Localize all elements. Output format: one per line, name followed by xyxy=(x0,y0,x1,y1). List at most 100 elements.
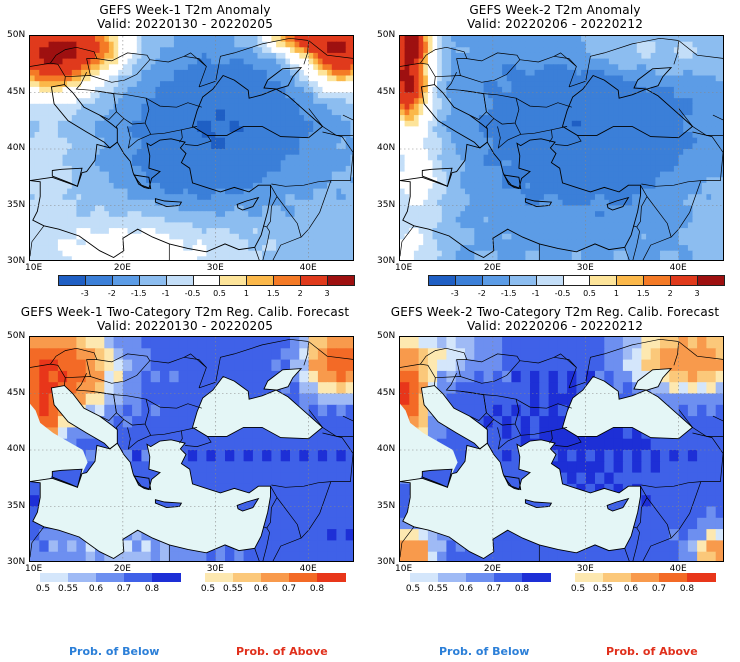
colorbar-tick-label: -1.5 xyxy=(500,289,517,298)
colorbar-tick-label: -1.5 xyxy=(130,289,147,298)
colorbar-swatch xyxy=(454,275,483,286)
anomaly-colorbar xyxy=(428,275,725,286)
colorbar-swatch xyxy=(261,573,290,582)
colorbar-swatch xyxy=(575,573,604,582)
colorbar-tick-label: 0.6 xyxy=(458,584,474,594)
prob-below-label: Prob. of Below xyxy=(69,645,160,658)
colorbar-swatch xyxy=(165,275,194,286)
field-layer xyxy=(400,36,723,260)
colorbar-swatch xyxy=(246,275,275,286)
colorbar-swatch xyxy=(327,275,355,286)
grid-layer xyxy=(30,36,353,260)
colorbar-tick-label: 0.6 xyxy=(623,584,639,594)
colorbar-tick-label: -0.5 xyxy=(554,289,571,298)
lat-tick-label: 35N xyxy=(377,199,396,210)
lat-tick-label: 30N xyxy=(7,256,26,266)
colorbar-swatch xyxy=(535,275,564,286)
colorbar-swatch xyxy=(68,573,97,582)
lat-tick-label: 45N xyxy=(7,387,26,398)
map-canvas xyxy=(30,337,353,561)
colorbar-swatch xyxy=(124,573,153,582)
lon-tick-label: 30E xyxy=(206,564,224,574)
lon-tick-label: 20E xyxy=(483,564,501,574)
colorbar-swatch xyxy=(219,275,248,286)
map-canvas xyxy=(400,36,723,260)
colorbar-swatch xyxy=(58,275,86,286)
colorbar-swatch xyxy=(410,573,439,582)
lat-tick-label: 50N xyxy=(7,30,26,40)
map-canvas xyxy=(400,337,723,561)
colorbar-swatch xyxy=(205,573,234,582)
colorbar-swatch xyxy=(192,275,221,286)
colorbar-tick-label: -2 xyxy=(477,289,486,298)
colorbar-swatch xyxy=(96,573,125,582)
panel-valid: Valid: 20220206 - 20220212 xyxy=(466,17,644,31)
colorbar-tick-label: 0.5 xyxy=(213,289,226,298)
field-layer xyxy=(30,36,353,260)
lon-tick-label: 30E xyxy=(576,564,594,574)
lat-tick-label: 45N xyxy=(377,86,396,97)
panel-valid: Valid: 20220206 - 20220212 xyxy=(466,319,644,333)
map-week1-probability xyxy=(29,336,354,562)
colorbar-swatch xyxy=(508,275,537,286)
lat-tick-label: 50N xyxy=(7,331,26,341)
lat-tick-label: 50N xyxy=(377,331,396,341)
colorbar-tick-label: 0.55 xyxy=(427,584,449,594)
panel-title: GEFS Week-1 Two-Category T2m Reg. Calib.… xyxy=(20,305,350,319)
lat-tick-label: 45N xyxy=(377,387,396,398)
colorbar-tick-label: 0.6 xyxy=(253,584,269,594)
panel-week1-probability: GEFS Week-1 Two-Category T2m Reg. Calib.… xyxy=(0,300,370,662)
colorbar-swatch xyxy=(40,573,69,582)
panel-week2-probability: GEFS Week-2 Two-Category T2m Reg. Calib.… xyxy=(370,300,740,662)
grid-layer xyxy=(400,337,723,561)
prob-below-label: Prob. of Below xyxy=(439,645,530,658)
map-week1-anomaly xyxy=(29,35,354,261)
colorbar-swatch xyxy=(562,275,591,286)
colorbar-swatch xyxy=(687,573,716,582)
lon-tick-label: 40E xyxy=(669,263,687,273)
colorbar-tick-label: 1 xyxy=(613,289,619,298)
colorbar-tick-label: 0.55 xyxy=(57,584,79,594)
colorbar-tick-label: 2 xyxy=(297,289,303,298)
lat-tick-label: 50N xyxy=(377,30,396,40)
colorbar-swatch xyxy=(289,573,318,582)
island-layer xyxy=(52,469,259,511)
panel-valid: Valid: 20220130 - 20220205 xyxy=(96,319,274,333)
lat-tick-label: 40N xyxy=(377,143,396,153)
colorbar-swatch xyxy=(428,275,456,286)
colorbar-tick-label: -3 xyxy=(450,289,459,298)
colorbar-swatch xyxy=(317,573,346,582)
lat-tick-label: 30N xyxy=(7,557,26,567)
lat-tick-label: 35N xyxy=(7,199,26,210)
colorbar-tick-label: 0.5 xyxy=(570,584,586,594)
lon-tick-label: 20E xyxy=(113,564,131,574)
colorbar-tick-label: -2 xyxy=(107,289,116,298)
prob-above-label: Prob. of Above xyxy=(606,645,698,658)
colorbar-tick-label: 0.55 xyxy=(222,584,244,594)
colorbar-swatch xyxy=(631,573,660,582)
lon-tick-label: 20E xyxy=(483,263,501,273)
lon-tick-label: 30E xyxy=(206,263,224,273)
lon-tick-label: 10E xyxy=(395,564,413,574)
colorbar-tick-label: 3 xyxy=(694,289,700,298)
colorbar-tick-label: 1.5 xyxy=(636,289,650,298)
colorbar-tick-label: 3 xyxy=(324,289,330,298)
colorbar-tick-label: 0.55 xyxy=(592,584,614,594)
coastline-layer xyxy=(400,368,694,560)
colorbar-swatch xyxy=(670,275,699,286)
colorbar-swatch xyxy=(589,275,618,286)
colorbar-swatch xyxy=(659,573,688,582)
colorbar-tick-label: 1 xyxy=(243,289,249,298)
colorbar-swatch xyxy=(603,573,632,582)
lat-tick-label: 35N xyxy=(7,500,26,511)
colorbar-tick-label: 0.7 xyxy=(486,584,502,594)
colorbar-tick-label: 0.8 xyxy=(144,584,160,594)
colorbar-tick-label: -1 xyxy=(531,289,540,298)
panel-title: GEFS Week-1 T2m Anomaly xyxy=(99,3,271,17)
colorbar-swatch xyxy=(466,573,495,582)
colorbar-swatch xyxy=(522,573,551,582)
map-week2-anomaly xyxy=(399,35,724,261)
lon-tick-label: 30E xyxy=(576,263,594,273)
lon-tick-label: 40E xyxy=(669,564,687,574)
colorbar-swatch xyxy=(494,573,523,582)
